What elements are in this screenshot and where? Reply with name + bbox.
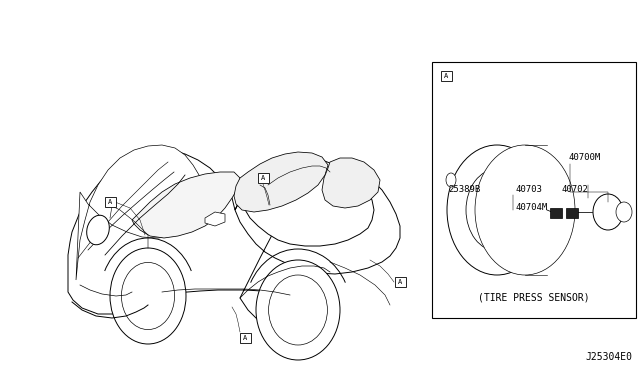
PathPatch shape — [234, 152, 328, 212]
Ellipse shape — [593, 194, 623, 230]
Ellipse shape — [475, 145, 575, 275]
Ellipse shape — [466, 169, 528, 251]
PathPatch shape — [132, 172, 240, 238]
Text: A: A — [243, 335, 247, 341]
Ellipse shape — [269, 275, 328, 345]
Text: 40700M: 40700M — [569, 153, 601, 161]
Text: 40704M: 40704M — [515, 203, 547, 212]
Bar — [440, 71, 451, 81]
Bar — [239, 333, 250, 343]
Text: A: A — [398, 279, 402, 285]
PathPatch shape — [235, 158, 374, 246]
Text: A: A — [444, 73, 448, 79]
Ellipse shape — [256, 260, 340, 360]
Bar — [104, 197, 115, 207]
Bar — [257, 173, 269, 183]
Ellipse shape — [447, 145, 547, 275]
Ellipse shape — [446, 173, 456, 187]
PathPatch shape — [322, 158, 380, 208]
Ellipse shape — [122, 262, 175, 330]
Text: 40703: 40703 — [515, 186, 542, 195]
Bar — [394, 277, 406, 287]
Text: 40702: 40702 — [562, 186, 589, 195]
Text: (TIRE PRESS SENSOR): (TIRE PRESS SENSOR) — [478, 293, 590, 303]
Ellipse shape — [616, 202, 632, 222]
Ellipse shape — [110, 248, 186, 344]
Bar — [566, 208, 578, 218]
PathPatch shape — [76, 145, 207, 280]
Bar — [550, 208, 562, 218]
PathPatch shape — [68, 148, 400, 346]
Bar — [432, 62, 636, 318]
Ellipse shape — [86, 215, 109, 245]
Text: 25389B: 25389B — [448, 186, 480, 195]
Text: J25304E0: J25304E0 — [585, 352, 632, 362]
Text: A: A — [261, 175, 265, 181]
Text: A: A — [108, 199, 112, 205]
PathPatch shape — [205, 212, 225, 226]
